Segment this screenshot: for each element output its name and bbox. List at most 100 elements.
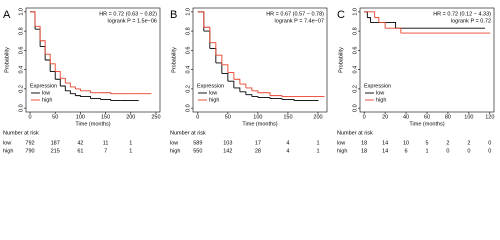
legend-label: high [42,97,52,103]
risk-row-label: low [170,140,178,146]
y-tick-label: 0.2 [185,85,191,93]
panel-label: A [3,9,11,21]
hazard-ratio: HR = 0.72 (0.63 − 0.82) [99,11,157,17]
logrank-p: logrank P = 0.72 [451,18,491,24]
x-tick-label: 0 [196,114,199,120]
survival-step [374,17,380,23]
x-tick-label: 100 [253,114,262,120]
survival-step [367,17,371,23]
x-tick-label: 200 [126,114,135,120]
legend-label: high [209,97,219,103]
risk-value: 14 [382,140,388,146]
risk-value: 790 [25,148,34,154]
risk-value: 61 [77,148,83,154]
x-tick-label: 150 [101,114,110,120]
risk-value: 187 [51,140,60,146]
risk-value: 0 [467,148,470,154]
risk-value: 2 [446,140,449,146]
x-tick-label: 100 [464,114,473,120]
survival-step [203,30,211,49]
y-tick-label: 1.0 [18,8,24,16]
y-tick-label: 0.0 [18,104,24,112]
y-tick-label: 0.8 [352,27,358,35]
survival-step [251,96,259,98]
survival-step [70,86,76,89]
y-axis-title: Probability [4,47,10,73]
y-tick-label: 0.6 [185,47,191,55]
survival-step [65,82,71,87]
risk-value: 14 [382,148,388,154]
survival-step [65,90,71,94]
survival-step [251,90,259,93]
risk-table-title: Number at risk [3,130,39,136]
risk-value: 4 [286,140,289,146]
risk-value: 6 [405,148,408,154]
x-axis-title: Time (months) [242,121,277,127]
x-tick-label: 120 [485,114,494,120]
survival-step [197,11,205,28]
survival-step [221,64,229,73]
hazard-ratio: HR = 0.72 (0.12 − 4.33) [433,11,491,17]
risk-value: 1 [316,148,319,154]
survival-step [50,71,56,80]
risk-value: 0 [488,148,491,154]
risk-value: 18 [361,140,367,146]
survival-step [80,90,91,93]
risk-value: 0 [488,140,491,146]
risk-value: 5 [425,140,428,146]
risk-value: 1 [425,148,428,154]
x-tick-label: 0 [363,114,366,120]
risk-value: 17 [255,140,261,146]
legend-title: Expression [364,83,391,89]
risk-value: 28 [255,148,261,154]
survival-step [50,63,56,72]
survival-step [80,96,91,99]
risk-table-title: Number at risk [337,130,373,136]
y-tick-label: 1.0 [352,8,358,16]
survival-step [269,98,283,100]
y-tick-label: 0.2 [18,85,24,93]
risk-row-label: low [337,140,345,146]
panel-label: C [337,9,345,21]
risk-value: 215 [51,148,60,154]
risk-value: 10 [403,140,409,146]
risk-row-label: high [3,148,13,154]
y-tick-label: 0.2 [352,85,358,93]
survival-step [257,92,271,96]
survival-step [35,25,41,41]
figure: A HR = 0.72 (0.63 − 0.82)logrank P = 1.5e… [3,7,494,154]
y-tick-label: 0.4 [18,66,24,74]
x-axis-title: Time (months) [75,121,110,127]
survival-step [75,88,81,91]
survival-step [40,40,46,55]
y-tick-label: 0.0 [352,104,358,112]
survival-step [70,93,76,96]
survival-step [100,99,112,101]
survival-step [227,80,235,88]
x-tick-label: 100 [76,114,85,120]
survival-step [281,99,295,101]
survival-step [385,27,402,34]
survival-step [269,95,283,97]
risk-value: 4 [286,148,289,154]
risk-row-label: high [170,148,180,154]
x-tick-label: 250 [151,114,160,120]
risk-value: 792 [25,140,34,146]
survival-step [35,28,41,47]
x-tick-label: 200 [313,114,322,120]
risk-value: 7 [104,148,107,154]
plot-frame [25,7,161,113]
risk-value: 142 [223,148,232,154]
survival-step [30,11,36,27]
survival-step [233,87,241,92]
survival-step [215,54,223,65]
panel-label: B [170,9,177,21]
survival-step [245,87,253,91]
y-tick-label: 0.4 [185,66,191,74]
risk-value: 1 [129,140,132,146]
survival-step [239,91,247,95]
risk-table-title: Number at risk [170,130,206,136]
survival-step [257,97,271,99]
x-axis-title: Time (months) [409,121,444,127]
y-axis-title: Probability [171,47,177,73]
